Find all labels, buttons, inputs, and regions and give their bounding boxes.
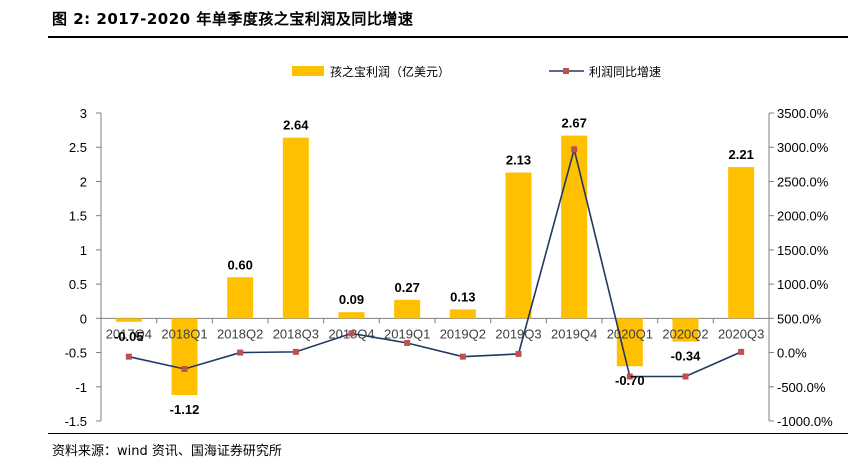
x-tick-labels: 2017Q42018Q12018Q22018Q32018Q42019Q12019… — [106, 326, 765, 341]
line-marker-2018Q1 — [181, 365, 188, 372]
legend-swatch-bar — [292, 66, 324, 76]
bar-data-label: 0.13 — [450, 289, 475, 304]
line-marker-2017Q4 — [125, 353, 132, 360]
source-rule — [48, 433, 848, 434]
legend: 孩之宝利润（亿美元） 利润同比增速 — [292, 64, 661, 79]
y-left-tick-label: 1 — [80, 243, 87, 258]
line-marker-2020Q2 — [682, 373, 689, 380]
line-marker-2020Q3 — [738, 348, 745, 355]
line-marker-2019Q3 — [515, 350, 522, 357]
x-tick-label: 2018Q3 — [273, 326, 319, 341]
y-right-tick-label: 2500.0% — [777, 174, 829, 189]
y-right-tick-label: 1000.0% — [777, 277, 829, 292]
line-marker-2018Q3 — [292, 348, 299, 355]
line-marker-2019Q1 — [404, 339, 411, 346]
y-right-tick-label: -500.0% — [777, 380, 826, 395]
bar-data-label: 0.27 — [395, 280, 420, 295]
line-marker-2019Q4 — [571, 146, 578, 153]
bar-data-labels: -0.05 -1.12 0.60 2.64 0.09 0.27 0.13 2.13 2.67 -0… — [114, 116, 754, 417]
y-left-tick-label: 1.5 — [69, 209, 87, 224]
bar-2018Q3 — [282, 137, 309, 319]
x-tick-label: 2019Q3 — [495, 326, 541, 341]
y-left-tick-label: 0.5 — [69, 277, 87, 292]
bar-data-label: 0.60 — [228, 257, 253, 272]
bar-2019Q4 — [561, 135, 588, 319]
x-tick-label: 2019Q2 — [440, 326, 486, 341]
axes: -1.5 -1 -0.5 0 0.5 1 1.5 2 2.5 3 -1000.0% -500.0% 0.… — [65, 106, 833, 429]
x-tick-label: 2020Q1 — [607, 326, 653, 341]
y-left-tick-label: 2 — [80, 174, 87, 189]
y-right-tick-label: 3000.0% — [777, 140, 829, 155]
bar-2019Q2 — [449, 309, 476, 319]
bar-data-label: 2.64 — [283, 118, 309, 133]
x-tick-label: 2019Q1 — [384, 326, 430, 341]
bar-data-label: -0.34 — [671, 349, 701, 364]
title-rule — [48, 36, 848, 38]
bar-2018Q2 — [227, 277, 254, 319]
y-right-tick-label: 2000.0% — [777, 209, 829, 224]
bar-data-label: -0.05 — [114, 329, 144, 344]
bar-data-label: 2.67 — [562, 116, 587, 131]
x-tick-label: 2018Q1 — [161, 326, 207, 341]
y-right-tick-label: 3500.0% — [777, 106, 829, 121]
y-left-tick-label: -1 — [75, 380, 87, 395]
line-marker-2019Q2 — [459, 353, 466, 360]
y-right-tick-label: 500.0% — [777, 311, 822, 326]
y-left-tick-label: 0 — [80, 311, 87, 326]
x-tick-label: 2019Q4 — [551, 326, 597, 341]
x-tick-label: 2017Q4 — [106, 326, 152, 341]
bar-2020Q2 — [672, 318, 699, 342]
figure-title: 图 2: 2017-2020 年单季度孩之宝利润及同比增速 — [52, 10, 414, 28]
bar-2017Q4 — [115, 318, 142, 322]
legend-swatch-marker — [563, 68, 569, 74]
bar-data-label: -0.70 — [615, 373, 645, 388]
y-right-tick-label: 0.0% — [777, 346, 807, 361]
y-left-tick-label: -0.5 — [65, 346, 87, 361]
bar-data-label: 2.21 — [729, 147, 754, 162]
y-right-tick-label: 1500.0% — [777, 243, 829, 258]
y-left-tick-label: 3 — [80, 106, 87, 121]
line-marker-2018Q4 — [348, 330, 355, 337]
line-marker-2020Q1 — [626, 373, 633, 380]
bar-series — [115, 135, 755, 395]
bar-data-label: 2.13 — [506, 153, 531, 168]
x-tick-label: 2020Q3 — [718, 326, 764, 341]
source-note: 资料来源：wind 资讯、国海证券研究所 — [52, 444, 282, 459]
line-marker-2018Q2 — [237, 349, 244, 356]
bar-data-label: 0.09 — [339, 292, 364, 307]
y-left-tick-label: -1.5 — [65, 414, 87, 429]
growth-line — [128, 146, 742, 378]
legend-label-bar: 孩之宝利润（亿美元） — [330, 64, 450, 79]
bar-2019Q1 — [394, 299, 421, 319]
x-tick-label: 2020Q2 — [662, 326, 708, 341]
bar-2018Q4 — [338, 312, 365, 319]
legend-label-line: 利润同比增速 — [589, 65, 661, 79]
y-right-tick-label: -1000.0% — [777, 414, 833, 429]
bar-data-label: -1.12 — [170, 402, 200, 417]
line-series — [125, 146, 745, 380]
x-tick-label: 2018Q2 — [217, 326, 263, 341]
bar-2020Q3 — [728, 167, 755, 319]
y-left-tick-label: 2.5 — [69, 140, 87, 155]
bar-2019Q3 — [505, 172, 532, 319]
bar-2018Q1 — [171, 318, 198, 395]
